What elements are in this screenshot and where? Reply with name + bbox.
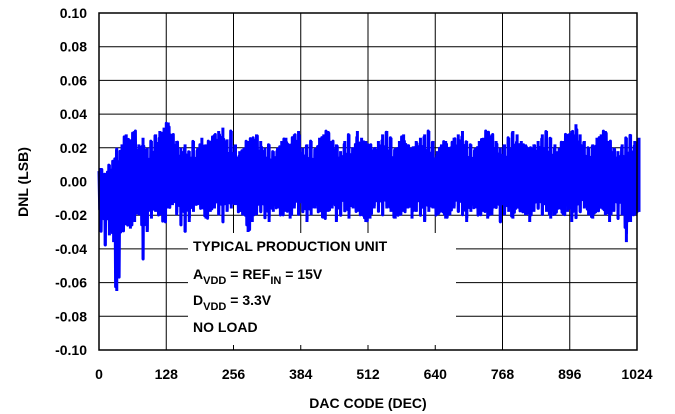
y-tick-label: -0.02 <box>55 207 87 223</box>
y-tick-label: 0.06 <box>60 72 87 88</box>
y-tick-label: 0.10 <box>60 5 87 21</box>
x-tick-label: 128 <box>155 366 179 382</box>
y-tick-label: -0.10 <box>55 342 87 358</box>
y-axis-label: DNL (LSB) <box>15 147 31 217</box>
annotation-box <box>188 233 456 345</box>
x-tick-label: 512 <box>356 366 380 382</box>
annotation-line-4: NO LOAD <box>193 319 258 335</box>
annotation-line-3: DVDD = 3.3V <box>193 292 272 313</box>
x-tick-label: 640 <box>424 366 448 382</box>
y-tick-label: -0.08 <box>55 308 87 324</box>
plot-border <box>98 12 638 351</box>
y-tick-label: 0.02 <box>60 140 87 156</box>
y-tick-label: -0.06 <box>55 275 87 291</box>
x-tick-label: 384 <box>289 366 313 382</box>
y-tick-label: -0.04 <box>55 241 87 257</box>
plot-frame <box>98 12 638 351</box>
y-tick-label: 0.08 <box>60 39 87 55</box>
x-tick-labels: 0 128 256 384 512 640 768 896 1024 <box>95 366 653 382</box>
x-axis-label: DAC CODE (DEC) <box>309 395 426 411</box>
x-tick-label: 256 <box>222 366 246 382</box>
x-tick-label: 768 <box>491 366 515 382</box>
annotation-line-1: TYPICAL PRODUCTION UNIT <box>193 238 388 254</box>
x-tick-label: 1024 <box>621 366 652 382</box>
annotation-line-2: AVDD = REFIN = 15V <box>193 266 323 287</box>
y-tick-label: 0.04 <box>60 106 87 122</box>
x-tick-label: 896 <box>558 366 582 382</box>
dnl-series <box>97 121 641 292</box>
x-tick-label: 0 <box>95 366 103 382</box>
y-tick-labels: 0.10 0.08 0.06 0.04 0.02 0.00 -0.02 -0.04 -0.06 -… <box>55 5 87 358</box>
y-tick-label: 0.00 <box>60 174 87 190</box>
